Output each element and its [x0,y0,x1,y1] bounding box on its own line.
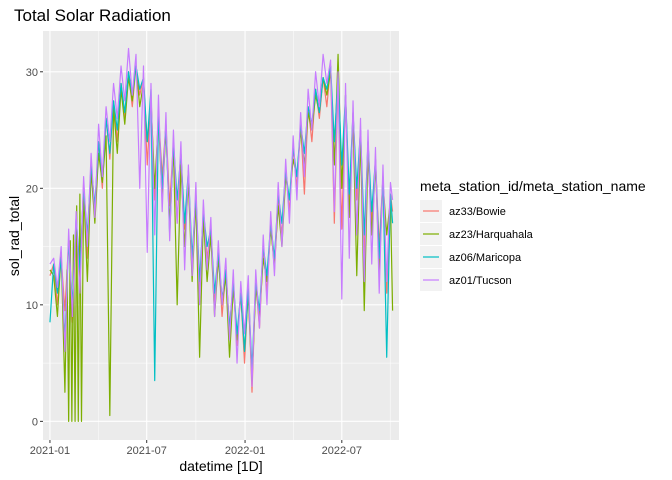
minor-gridlines [43,31,399,440]
legend-label: az33/Bowie [449,206,506,218]
y-tick-label: 20 [26,183,38,195]
x-tick-label: 2021-01 [30,445,70,457]
y-tick-label: 30 [26,67,38,79]
legend-items: az33/Bowie az23/Harquahala az06/Maricopa az… [420,200,534,291]
legend-label: az01/Tucson [449,275,512,287]
x-axis-title: datetime [1D] [179,458,262,474]
y-tick-label: 10 [26,300,38,312]
x-tick-label: 2022-07 [322,445,362,457]
chart-title: Total Solar Radiation [14,6,171,25]
y-axis-title: sol_rad_total [6,196,22,276]
x-tick-label: 2022-01 [225,445,265,457]
series-line-az01 [49,47,394,387]
x-axis: 2021-01 2021-07 2022-01 2022-07 [30,440,362,457]
legend: meta_station_id/meta_station_name az33/B… [420,178,646,291]
x-tick-label: 2021-07 [127,445,167,457]
y-tick-label: 0 [32,416,38,428]
legend-label: az23/Harquahala [449,229,534,241]
legend-title: meta_station_id/meta_station_name [420,178,646,194]
legend-label: az06/Maricopa [449,252,522,264]
series-lines [49,47,394,422]
y-axis: 0 10 20 30 [26,67,43,428]
